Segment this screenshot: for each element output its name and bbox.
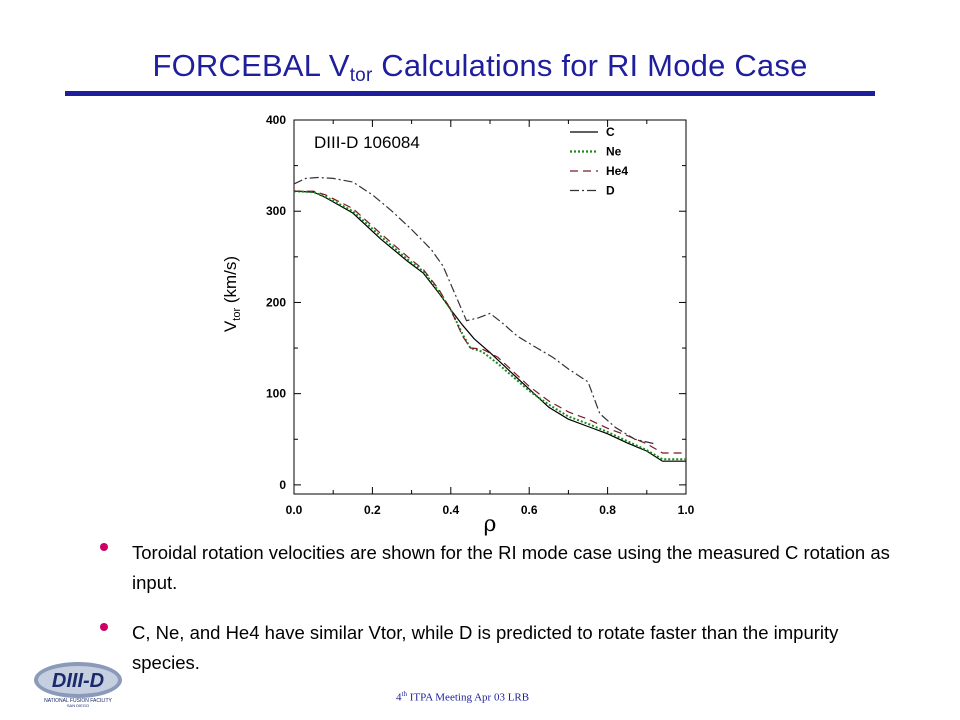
bullet-dot-icon (100, 623, 108, 631)
x-tick-label: 0.8 (599, 503, 616, 517)
y-axis-label: Vtor (km/s) (221, 256, 243, 332)
legend-label-d: D (606, 184, 615, 198)
chart-axes: 0.0 0.2 0.4 0.6 0.8 1.0 0 100 200 300 400 (266, 113, 695, 517)
title-underline (65, 91, 875, 96)
y-tick-label: 200 (266, 295, 286, 309)
chart-series (293, 176, 686, 462)
y-tick-label: 0 (279, 478, 286, 492)
x-tick-label: 0.2 (364, 503, 381, 517)
y-tick-label: 400 (266, 113, 286, 127)
bullet-list: Toroidal rotation velocities are shown f… (100, 538, 890, 698)
svg-text:NATIONAL FUSION FACILITY: NATIONAL FUSION FACILITY (44, 698, 112, 704)
diii-d-logo: DIII-D NATIONAL FUSION FACILITY SAN DIEG… (34, 662, 122, 708)
y-tick-label: 300 (266, 204, 286, 218)
bullet-item: C, Ne, and He4 have similar Vtor, while … (100, 618, 890, 678)
x-tick-label: 0.0 (286, 503, 303, 517)
x-axis-label: ρ (484, 512, 497, 537)
bullet-item: Toroidal rotation velocities are shown f… (100, 538, 890, 598)
x-tick-label: 0.6 (521, 503, 538, 517)
slide-title: FORCEBAL Vtor Calculations for RI Mode C… (152, 48, 808, 86)
series-line-ne (293, 190, 686, 461)
y-tick-label: 100 (266, 387, 286, 401)
series-line-d (293, 176, 655, 445)
legend-label-he4: He4 (606, 164, 628, 178)
chart-annotation: DIII-D 106084 (314, 133, 420, 152)
footer-text: 4th ITPA Meeting Apr 03 LRB (396, 690, 530, 704)
legend-label-ne: Ne (606, 145, 622, 159)
svg-text:SAN DIEGO: SAN DIEGO (67, 703, 89, 708)
x-tick-label: 1.0 (678, 503, 695, 517)
legend-label-c: C (606, 125, 615, 139)
chart-legend: C Ne He4 D (570, 125, 628, 198)
series-line-c (293, 190, 686, 462)
svg-text:DIII-D: DIII-D (52, 670, 104, 692)
series-line-he4 (294, 190, 686, 454)
x-tick-label: 0.4 (442, 503, 459, 517)
bullet-dot-icon (100, 543, 108, 551)
